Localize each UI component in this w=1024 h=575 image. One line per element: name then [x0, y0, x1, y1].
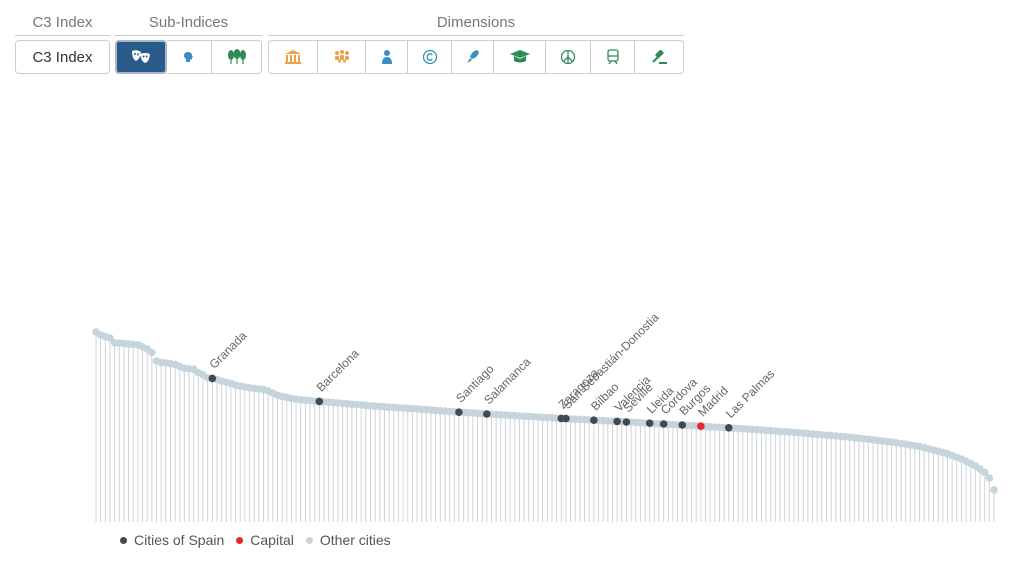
- gavel-icon: [652, 49, 667, 64]
- spain-city-point[interactable]: [613, 417, 621, 426]
- city-point[interactable]: [106, 334, 114, 342]
- spain-city-point[interactable]: [659, 420, 668, 428]
- group-title-index: C3 Index: [32, 14, 93, 31]
- rocket-icon: [466, 50, 479, 63]
- spain-city-point[interactable]: [645, 419, 654, 428]
- city-point[interactable]: [148, 348, 156, 357]
- city-label: Las Palmas: [723, 367, 777, 421]
- cultural-vibrancy-button[interactable]: [115, 40, 167, 74]
- city-point[interactable]: [990, 486, 998, 494]
- city-point[interactable]: [985, 474, 994, 482]
- train-icon: [606, 49, 619, 65]
- spain-city-point[interactable]: [622, 418, 631, 426]
- museum-building-icon: [285, 50, 301, 64]
- chart-legend: Cities of Spain Capital Other cities: [120, 532, 403, 548]
- legend-label-capital: Capital: [250, 532, 294, 548]
- group-divider-sub-indices: [115, 35, 262, 36]
- legend-swatch-other: [305, 536, 313, 544]
- peace-icon: [560, 49, 576, 65]
- head-profile-icon: [184, 52, 193, 62]
- enabling-environment-button[interactable]: [212, 40, 262, 74]
- spain-city-point[interactable]: [724, 424, 733, 432]
- group-divider-dimensions: [268, 35, 684, 36]
- copyright-icon: [422, 49, 437, 65]
- dimension-new-jobs-button[interactable]: [452, 40, 494, 74]
- spain-city-point[interactable]: [678, 421, 687, 429]
- legend-label-other: Other cities: [319, 532, 391, 548]
- city-label: Barcelona: [314, 346, 362, 394]
- spain-city-point[interactable]: [697, 422, 705, 431]
- points-layer: [92, 328, 998, 494]
- legend-item-spain[interactable]: Cities of Spain: [120, 532, 224, 548]
- dimension-participation-button[interactable]: [318, 40, 366, 74]
- dimension-intellectual-property-button[interactable]: [408, 40, 452, 74]
- legend-label-spain: Cities of Spain: [134, 532, 225, 548]
- spain-city-point[interactable]: [590, 416, 598, 425]
- creative-economy-button[interactable]: [167, 40, 212, 74]
- spain-city-point[interactable]: [483, 410, 491, 418]
- spain-city-point[interactable]: [455, 408, 463, 417]
- legend-swatch-spain: [120, 536, 127, 544]
- dimension-connectivity-button[interactable]: [591, 40, 635, 74]
- dimension-openness-button[interactable]: [546, 40, 591, 74]
- spain-city-point[interactable]: [208, 374, 217, 383]
- theatre-masks-icon: [132, 50, 150, 63]
- people-group-icon: [334, 50, 349, 63]
- city-label: Salamanca: [481, 355, 534, 408]
- dimension-jobs-button[interactable]: [366, 40, 408, 74]
- spain-city-point[interactable]: [315, 397, 324, 406]
- city-label: Granada: [207, 328, 250, 371]
- legend-item-capital[interactable]: Capital: [236, 532, 294, 548]
- dimension-venues-button[interactable]: [268, 40, 318, 74]
- group-title-sub-indices: Sub-Indices: [148, 14, 229, 31]
- person-icon: [381, 50, 392, 64]
- graduation-cap-icon: [509, 50, 530, 63]
- trees-icon: [227, 49, 246, 64]
- c3-index-button[interactable]: C3 Index: [15, 40, 110, 74]
- city-point[interactable]: [980, 468, 989, 477]
- stems-layer: [95, 332, 995, 522]
- group-title-dimensions: Dimensions: [436, 14, 516, 31]
- legend-item-other[interactable]: Other cities: [305, 532, 391, 548]
- dimension-governance-button[interactable]: [635, 40, 684, 74]
- legend-swatch-capital: [236, 536, 244, 544]
- group-divider-index: [15, 35, 110, 36]
- spain-city-point[interactable]: [562, 414, 570, 423]
- dimension-education-button[interactable]: [494, 40, 546, 74]
